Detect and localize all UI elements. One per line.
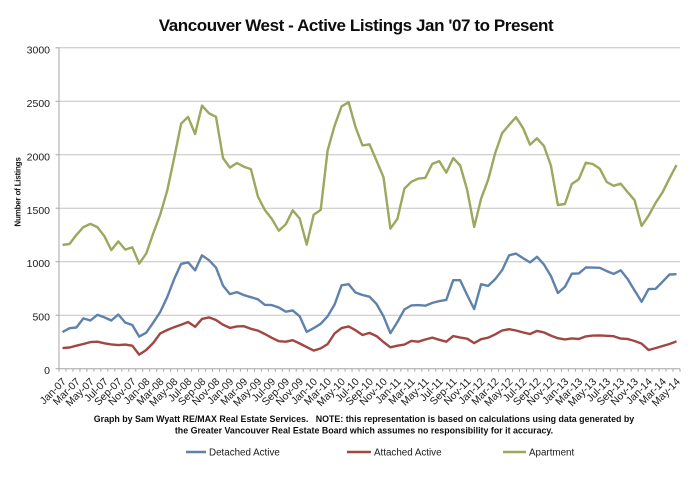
svg-text:1500: 1500 [27, 205, 51, 217]
svg-text:3000: 3000 [27, 44, 51, 56]
svg-text:Number of Listings: Number of Listings [13, 157, 22, 227]
svg-text:2000: 2000 [27, 151, 51, 163]
svg-text:the Greater Vancouver Real Est: the Greater Vancouver Real Estate Board … [175, 426, 553, 436]
svg-text:Detached Active: Detached Active [209, 448, 280, 459]
svg-text:2500: 2500 [27, 98, 51, 110]
svg-text:0: 0 [44, 365, 50, 377]
svg-text:500: 500 [32, 312, 50, 324]
svg-text:Vancouver West - Active Listin: Vancouver West - Active Listings Jan '07… [159, 16, 554, 35]
svg-text:Attached Active: Attached Active [374, 448, 442, 459]
svg-text:1000: 1000 [27, 258, 51, 270]
svg-text:Apartment: Apartment [529, 448, 574, 459]
svg-text:Graph by Sam Wyatt RE/MAX Real: Graph by Sam Wyatt RE/MAX Real Estate Se… [94, 414, 635, 424]
